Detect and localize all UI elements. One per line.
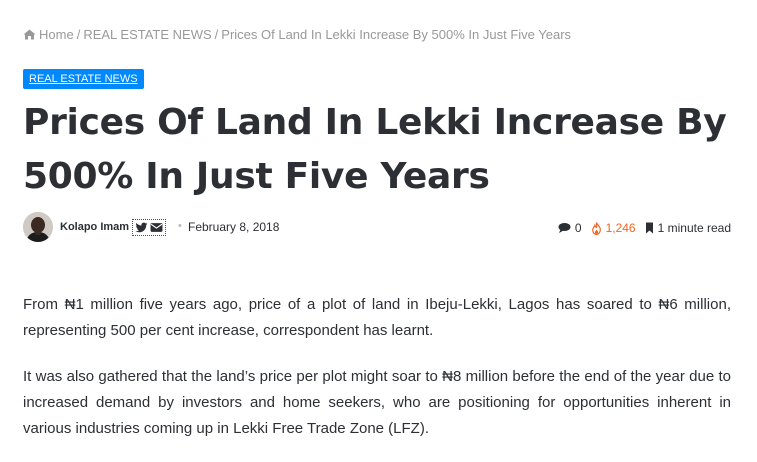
avatar[interactable]	[23, 212, 53, 242]
comments-count: 0	[574, 220, 582, 235]
author-social-links	[132, 219, 166, 236]
fire-icon	[591, 221, 601, 235]
post-date: February 8, 2018	[188, 220, 280, 234]
breadcrumb-home-link[interactable]: Home	[23, 27, 74, 42]
breadcrumb-separator: /	[214, 27, 219, 42]
bookmark-icon	[645, 222, 653, 234]
page-title: Prices Of Land In Lekki Increase By 500%…	[23, 102, 727, 197]
author-name-link[interactable]: Kolapo Imam	[60, 221, 130, 233]
article-body: From ₦1 million five years ago, price of…	[23, 292, 731, 462]
breadcrumb-category-link[interactable]: REAL ESTATE NEWS	[83, 27, 212, 42]
views-count-group: 1,246	[591, 220, 636, 235]
post-stats: 0 1,246 1 minute read	[549, 221, 731, 235]
post-meta: Kolapo Imam • February 8, 2018 0	[23, 212, 731, 242]
article-paragraph: It was also gathered that the land’s pri…	[23, 368, 731, 437]
breadcrumb-home-label: Home	[39, 27, 74, 42]
envelope-icon[interactable]	[150, 221, 163, 234]
home-icon	[23, 29, 36, 40]
breadcrumb: Home / REAL ESTATE NEWS / Prices Of Land In …	[23, 27, 571, 43]
comments-count-link[interactable]: 0	[558, 220, 582, 235]
comment-icon	[558, 223, 571, 233]
meta-separator-dot: •	[178, 220, 182, 232]
category-badge[interactable]: REAL ESTATE NEWS	[23, 69, 144, 89]
breadcrumb-current: Prices Of Land In Lekki Increase By 500%…	[221, 27, 572, 42]
read-time-group: 1 minute read	[645, 220, 731, 235]
twitter-icon[interactable]	[135, 221, 148, 234]
avatar-image	[23, 212, 53, 242]
views-count: 1,246	[605, 220, 636, 235]
read-time: 1 minute read	[657, 220, 731, 235]
breadcrumb-separator: /	[76, 27, 81, 42]
article-paragraph: From ₦1 million five years ago, price of…	[23, 296, 731, 339]
